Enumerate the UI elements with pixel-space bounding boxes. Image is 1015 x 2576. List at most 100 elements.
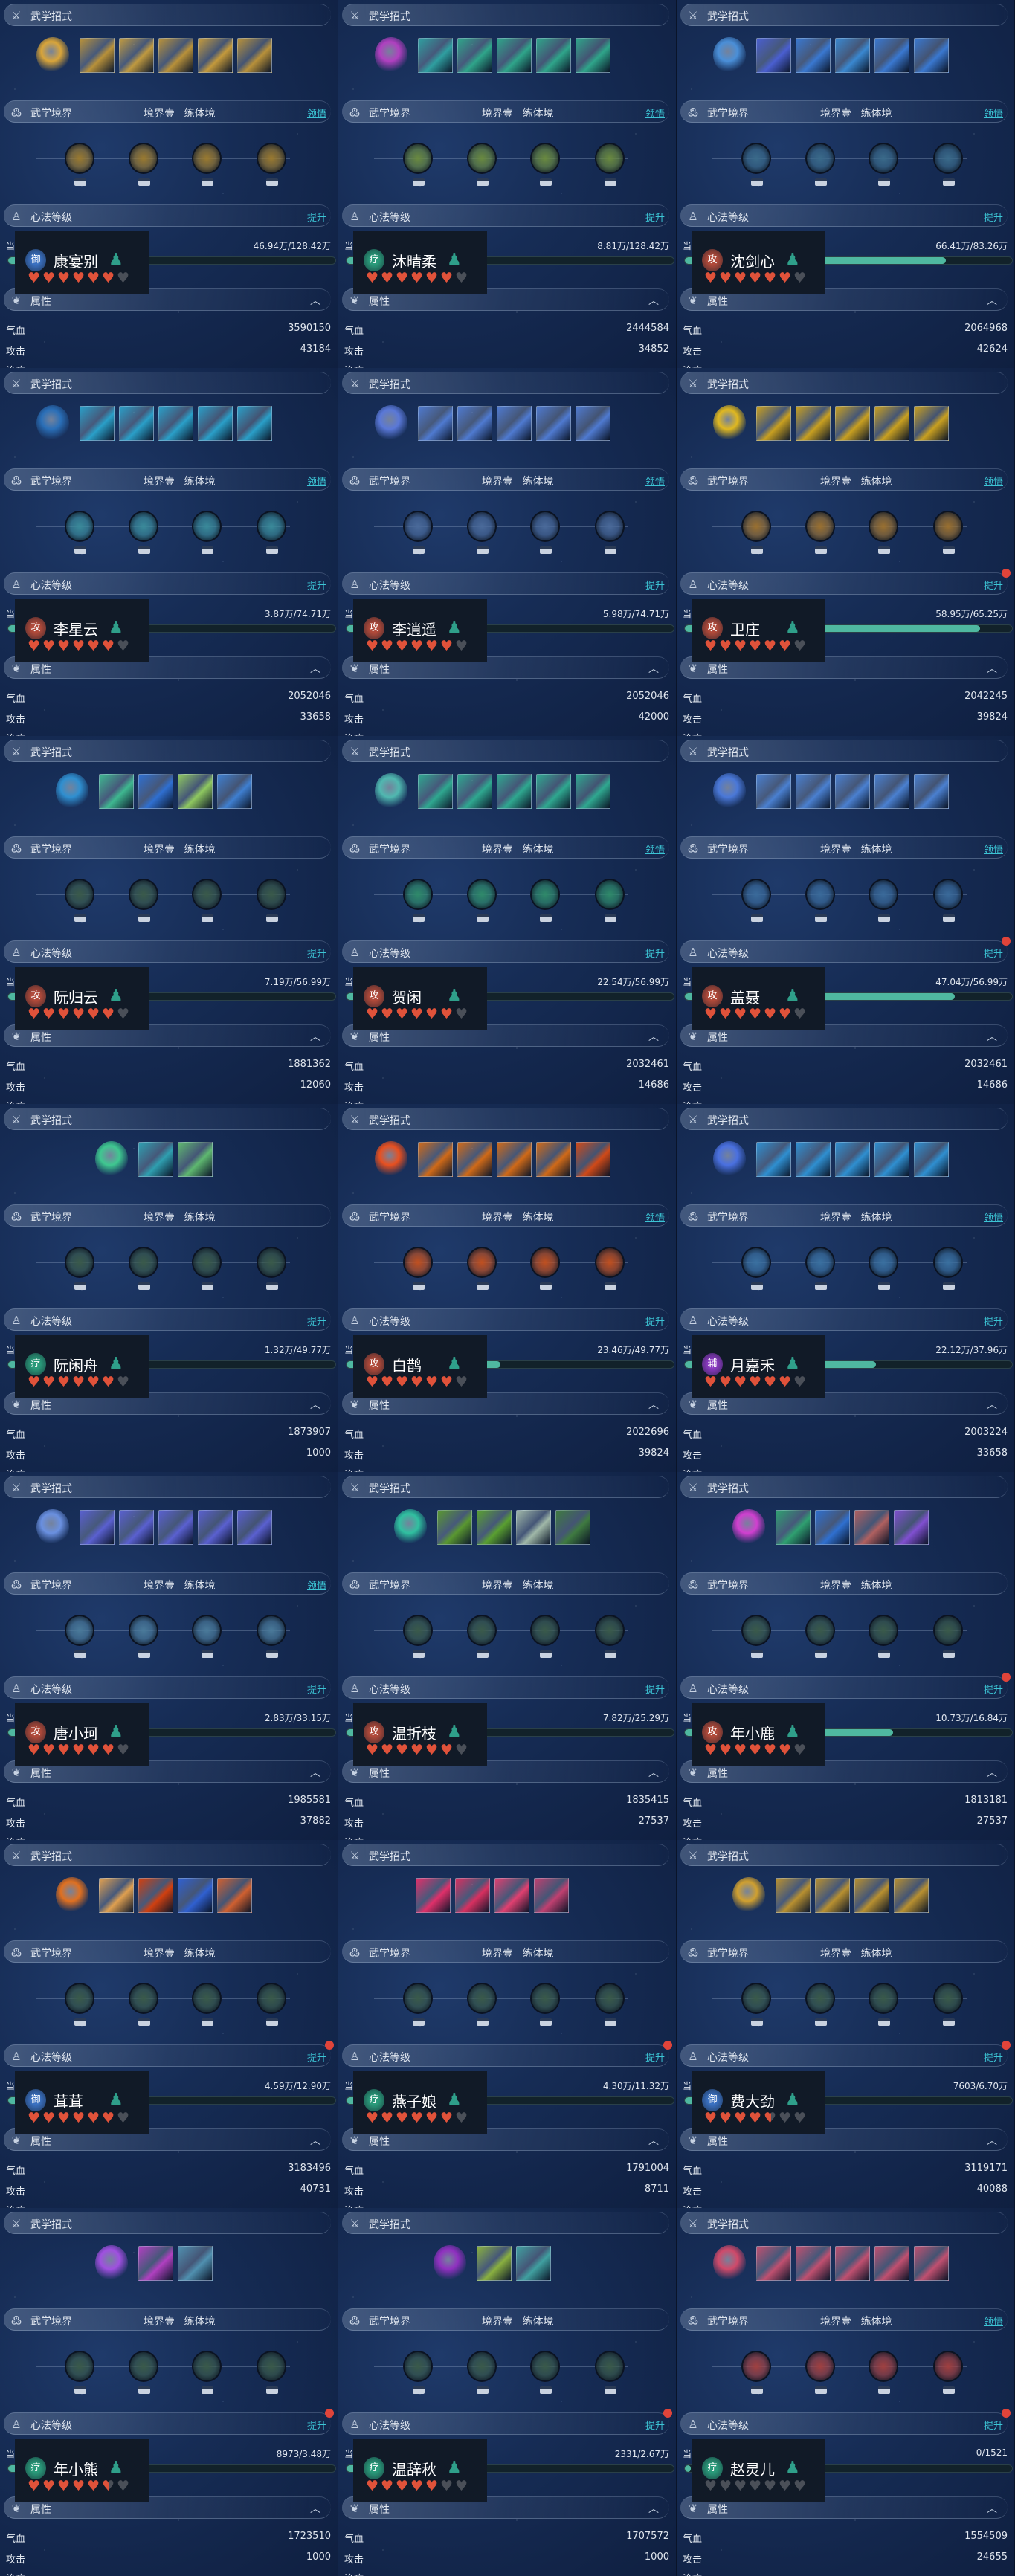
realm-node-icon[interactable]	[467, 1983, 497, 2026]
skill-card-icon[interactable]	[158, 1509, 193, 1545]
skill-orb-icon[interactable]	[732, 1877, 765, 1913]
skill-card-icon[interactable]	[795, 37, 831, 73]
skill-card-icon[interactable]	[236, 1509, 272, 1545]
caret-up-icon[interactable]: ︿	[648, 295, 659, 307]
comprehend-link[interactable]: 领悟	[983, 2317, 1003, 2328]
realm-node-icon[interactable]	[257, 511, 286, 554]
realm-node-icon[interactable]	[933, 879, 963, 922]
realm-node-icon[interactable]	[933, 1247, 963, 1290]
skill-card-icon[interactable]	[217, 773, 252, 809]
upgrade-link[interactable]: 提升	[645, 2053, 665, 2064]
skill-card-icon[interactable]	[417, 1141, 453, 1177]
skill-card-icon[interactable]	[457, 1141, 492, 1177]
skill-card-icon[interactable]	[913, 773, 949, 809]
realm-node-icon[interactable]	[741, 1247, 771, 1290]
skill-card-icon[interactable]	[457, 773, 492, 809]
realm-node-icon[interactable]	[129, 879, 158, 922]
comprehend-link[interactable]: 领悟	[306, 109, 326, 120]
skill-orb-icon[interactable]	[95, 1141, 128, 1177]
skill-card-icon[interactable]	[575, 773, 610, 809]
skill-card-icon[interactable]	[575, 405, 610, 441]
skill-card-icon[interactable]	[913, 2245, 949, 2281]
caret-up-icon[interactable]: ︿	[648, 2503, 659, 2515]
upgrade-link[interactable]: 提升	[983, 2421, 1003, 2432]
caret-up-icon[interactable]: ︿	[987, 663, 997, 675]
comprehend-link[interactable]: 领悟	[645, 1213, 665, 1224]
realm-node-icon[interactable]	[933, 143, 963, 186]
realm-node-icon[interactable]	[595, 143, 625, 186]
skill-card-icon[interactable]	[178, 1141, 213, 1177]
realm-node-icon[interactable]	[403, 1247, 433, 1290]
caret-up-icon[interactable]: ︿	[310, 663, 320, 675]
realm-node-icon[interactable]	[869, 1247, 898, 1290]
realm-node-icon[interactable]	[530, 143, 560, 186]
realm-node-icon[interactable]	[741, 1983, 771, 2026]
caret-up-icon[interactable]: ︿	[987, 295, 997, 307]
realm-node-icon[interactable]	[595, 879, 625, 922]
skill-orb-icon[interactable]	[732, 1509, 765, 1545]
skill-card-icon[interactable]	[534, 1877, 569, 1913]
caret-up-icon[interactable]: ︿	[987, 2135, 997, 2147]
upgrade-link[interactable]: 提升	[983, 2053, 1003, 2064]
skill-card-icon[interactable]	[894, 1509, 929, 1545]
realm-node-icon[interactable]	[192, 879, 222, 922]
caret-up-icon[interactable]: ︿	[310, 2503, 320, 2515]
skill-card-icon[interactable]	[496, 1141, 532, 1177]
realm-node-icon[interactable]	[403, 2351, 433, 2394]
realm-node-icon[interactable]	[467, 1615, 497, 1658]
realm-node-icon[interactable]	[467, 143, 497, 186]
skill-card-icon[interactable]	[138, 1141, 173, 1177]
skill-card-icon[interactable]	[535, 37, 571, 73]
realm-node-icon[interactable]	[933, 2351, 963, 2394]
realm-node-icon[interactable]	[933, 1983, 963, 2026]
skill-orb-icon[interactable]	[712, 773, 746, 809]
skill-orb-icon[interactable]	[374, 37, 407, 73]
skill-card-icon[interactable]	[496, 405, 532, 441]
realm-node-icon[interactable]	[530, 511, 560, 554]
upgrade-link[interactable]: 提升	[983, 1317, 1003, 1328]
realm-node-icon[interactable]	[65, 1983, 94, 2026]
skill-card-icon[interactable]	[417, 405, 453, 441]
realm-node-icon[interactable]	[595, 1983, 625, 2026]
attr-header[interactable]: ❦ 属性 ︿	[680, 1392, 1008, 1415]
comprehend-link[interactable]: 领悟	[645, 477, 665, 488]
realm-node-icon[interactable]	[257, 143, 286, 186]
realm-node-icon[interactable]	[805, 879, 835, 922]
skill-card-icon[interactable]	[575, 1141, 610, 1177]
realm-node-icon[interactable]	[403, 1983, 433, 2026]
realm-node-icon[interactable]	[257, 1247, 286, 1290]
skill-card-icon[interactable]	[236, 405, 272, 441]
skill-card-icon[interactable]	[755, 405, 791, 441]
caret-up-icon[interactable]: ︿	[987, 2503, 997, 2515]
skill-orb-icon[interactable]	[712, 37, 746, 73]
realm-node-icon[interactable]	[869, 1615, 898, 1658]
realm-node-icon[interactable]	[595, 1247, 625, 1290]
realm-node-icon[interactable]	[467, 879, 497, 922]
realm-node-icon[interactable]	[65, 143, 94, 186]
upgrade-link[interactable]: 提升	[645, 949, 665, 960]
skill-card-icon[interactable]	[913, 37, 949, 73]
skill-orb-icon[interactable]	[394, 1509, 427, 1545]
skill-card-icon[interactable]	[516, 2245, 551, 2281]
comprehend-link[interactable]: 领悟	[983, 109, 1003, 120]
realm-node-icon[interactable]	[129, 1983, 158, 2026]
skill-card-icon[interactable]	[755, 2245, 791, 2281]
skill-card-icon[interactable]	[874, 1141, 909, 1177]
realm-node-icon[interactable]	[805, 2351, 835, 2394]
upgrade-link[interactable]: 提升	[306, 2053, 326, 2064]
realm-node-icon[interactable]	[129, 143, 158, 186]
skill-card-icon[interactable]	[197, 1509, 233, 1545]
skill-card-icon[interactable]	[834, 2245, 870, 2281]
skill-card-icon[interactable]	[457, 405, 492, 441]
upgrade-link[interactable]: 提升	[983, 213, 1003, 224]
skill-card-icon[interactable]	[755, 1141, 791, 1177]
comprehend-link[interactable]: 领悟	[645, 109, 665, 120]
realm-node-icon[interactable]	[192, 511, 222, 554]
skill-card-icon[interactable]	[158, 405, 193, 441]
skill-card-icon[interactable]	[496, 773, 532, 809]
skill-card-icon[interactable]	[138, 773, 173, 809]
realm-node-icon[interactable]	[129, 1247, 158, 1290]
upgrade-link[interactable]: 提升	[983, 1685, 1003, 1696]
skill-card-icon[interactable]	[795, 773, 831, 809]
skill-card-icon[interactable]	[178, 1877, 213, 1913]
